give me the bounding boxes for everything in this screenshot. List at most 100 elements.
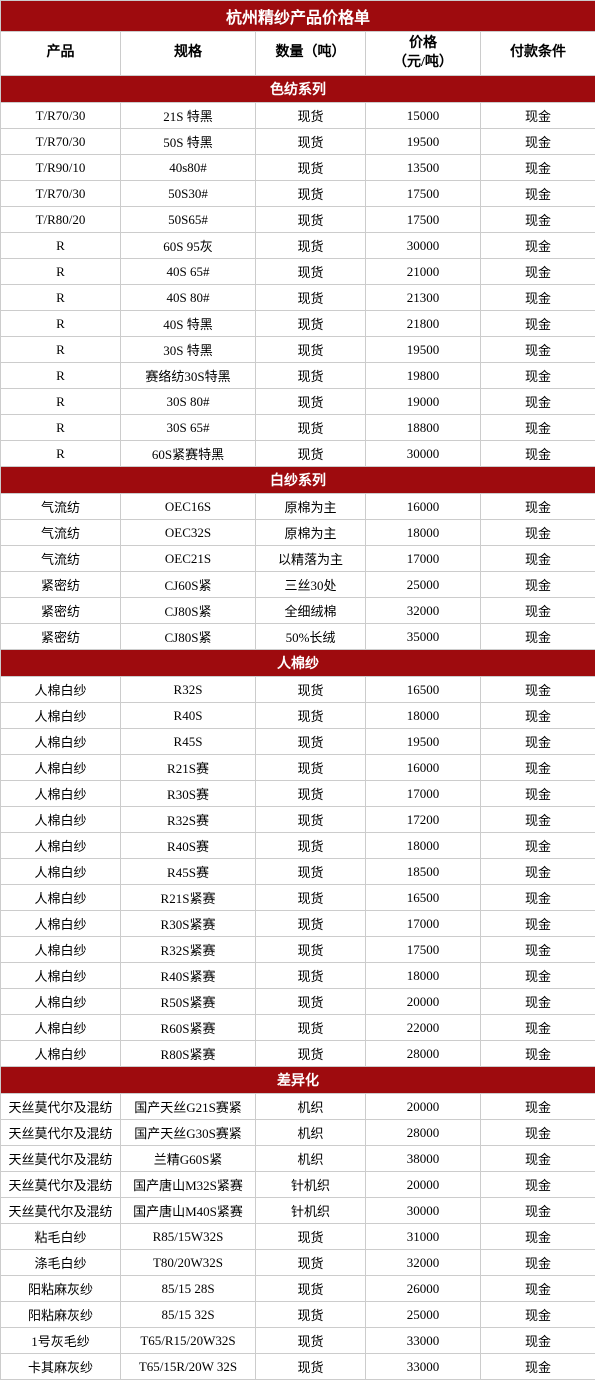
cell-product: T/R70/30	[1, 103, 121, 129]
cell-qty: 现货	[256, 207, 366, 233]
cell-qty: 原棉为主	[256, 520, 366, 546]
cell-product: 气流纺	[1, 546, 121, 572]
cell-spec: R85/15W32S	[121, 1224, 256, 1250]
cell-qty: 现货	[256, 233, 366, 259]
cell-price: 20000	[366, 989, 481, 1015]
cell-price: 20000	[366, 1094, 481, 1120]
cell-price: 13500	[366, 155, 481, 181]
cell-pay: 现金	[481, 415, 595, 441]
cell-spec: OEC16S	[121, 494, 256, 520]
cell-spec: 30S 65#	[121, 415, 256, 441]
cell-product: R	[1, 363, 121, 389]
cell-pay: 现金	[481, 1302, 595, 1328]
cell-qty: 现货	[256, 703, 366, 729]
cell-qty: 针机织	[256, 1198, 366, 1224]
cell-price: 16500	[366, 885, 481, 911]
cell-qty: 机织	[256, 1094, 366, 1120]
cell-qty: 现货	[256, 1354, 366, 1380]
cell-price: 17000	[366, 546, 481, 572]
cell-product: 人棉白纱	[1, 1015, 121, 1041]
section-header: 人棉纱	[1, 650, 595, 677]
cell-qty: 原棉为主	[256, 494, 366, 520]
cell-pay: 现金	[481, 885, 595, 911]
cell-product: 天丝莫代尔及混纺	[1, 1120, 121, 1146]
cell-pay: 现金	[481, 1094, 595, 1120]
cell-price: 30000	[366, 1198, 481, 1224]
cell-product: 天丝莫代尔及混纺	[1, 1172, 121, 1198]
cell-qty: 现货	[256, 441, 366, 467]
cell-price: 38000	[366, 1146, 481, 1172]
cell-product: 人棉白纱	[1, 963, 121, 989]
cell-price: 19500	[366, 729, 481, 755]
cell-qty: 以精落为主	[256, 546, 366, 572]
cell-spec: 50S30#	[121, 181, 256, 207]
cell-qty: 50%长绒	[256, 624, 366, 650]
cell-product: 人棉白纱	[1, 807, 121, 833]
cell-pay: 现金	[481, 1015, 595, 1041]
cell-pay: 现金	[481, 285, 595, 311]
cell-product: R	[1, 233, 121, 259]
cell-pay: 现金	[481, 1354, 595, 1380]
cell-pay: 现金	[481, 833, 595, 859]
cell-spec: 50S65#	[121, 207, 256, 233]
cell-qty: 现货	[256, 363, 366, 389]
cell-spec: 国产天丝G30S赛紧	[121, 1120, 256, 1146]
cell-qty: 现货	[256, 155, 366, 181]
cell-product: T/R70/30	[1, 129, 121, 155]
cell-spec: R40S赛	[121, 833, 256, 859]
cell-pay: 现金	[481, 989, 595, 1015]
cell-price: 18500	[366, 859, 481, 885]
cell-pay: 现金	[481, 181, 595, 207]
cell-product: 阳粘麻灰纱	[1, 1276, 121, 1302]
cell-qty: 现货	[256, 755, 366, 781]
cell-pay: 现金	[481, 546, 595, 572]
cell-qty: 现货	[256, 1224, 366, 1250]
cell-pay: 现金	[481, 259, 595, 285]
cell-product: 人棉白纱	[1, 677, 121, 703]
cell-price: 18000	[366, 833, 481, 859]
cell-product: 紧密纺	[1, 624, 121, 650]
cell-product: 人棉白纱	[1, 833, 121, 859]
cell-price: 17500	[366, 937, 481, 963]
column-header-2: 数量（吨）	[256, 32, 366, 76]
cell-spec: 赛络纺30S特黑	[121, 363, 256, 389]
cell-product: 阳粘麻灰纱	[1, 1302, 121, 1328]
cell-product: 人棉白纱	[1, 937, 121, 963]
cell-product: 粘毛白纱	[1, 1224, 121, 1250]
cell-pay: 现金	[481, 807, 595, 833]
cell-product: 卡其麻灰纱	[1, 1354, 121, 1380]
cell-product: T/R90/10	[1, 155, 121, 181]
cell-qty: 现货	[256, 181, 366, 207]
cell-pay: 现金	[481, 598, 595, 624]
cell-price: 30000	[366, 441, 481, 467]
cell-pay: 现金	[481, 1172, 595, 1198]
cell-pay: 现金	[481, 859, 595, 885]
cell-price: 35000	[366, 624, 481, 650]
cell-pay: 现金	[481, 103, 595, 129]
cell-product: R	[1, 259, 121, 285]
cell-qty: 现货	[256, 311, 366, 337]
cell-pay: 现金	[481, 1328, 595, 1354]
cell-product: 气流纺	[1, 494, 121, 520]
cell-price: 17500	[366, 207, 481, 233]
cell-pay: 现金	[481, 1120, 595, 1146]
cell-spec: T80/20W32S	[121, 1250, 256, 1276]
cell-price: 19000	[366, 389, 481, 415]
cell-pay: 现金	[481, 1224, 595, 1250]
cell-spec: R32S	[121, 677, 256, 703]
cell-spec: 30S 80#	[121, 389, 256, 415]
cell-product: 人棉白纱	[1, 911, 121, 937]
cell-qty: 全细绒棉	[256, 598, 366, 624]
cell-qty: 现货	[256, 963, 366, 989]
cell-price: 25000	[366, 572, 481, 598]
cell-product: R	[1, 441, 121, 467]
cell-price: 18000	[366, 703, 481, 729]
cell-spec: 21S 特黑	[121, 103, 256, 129]
table-title: 杭州精纱产品价格单	[1, 1, 595, 32]
cell-qty: 现货	[256, 337, 366, 363]
cell-spec: 60S 95灰	[121, 233, 256, 259]
cell-pay: 现金	[481, 963, 595, 989]
cell-spec: R30S赛	[121, 781, 256, 807]
cell-spec: 40S 特黑	[121, 311, 256, 337]
cell-spec: T65/15R/20W 32S	[121, 1354, 256, 1380]
